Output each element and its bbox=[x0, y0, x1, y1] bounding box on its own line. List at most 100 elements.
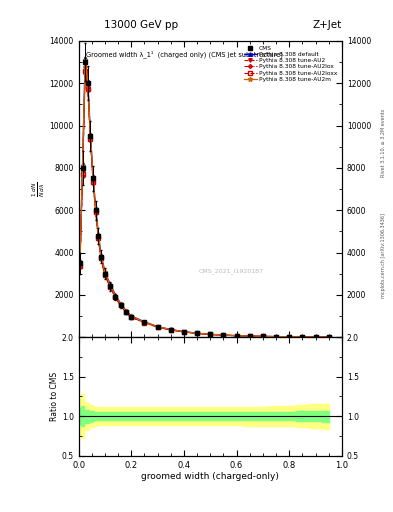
Pythia 8.308 default bbox=[248, 333, 252, 339]
Pythia 8.308 default bbox=[83, 55, 88, 61]
Pythia 8.308 tune-AU2 bbox=[208, 331, 213, 337]
Pythia 8.308 default bbox=[142, 318, 147, 325]
Pythia 8.308 tune-AU2m bbox=[274, 333, 278, 339]
Pythia 8.308 tune-AU2loxx bbox=[142, 319, 147, 326]
Pythia 8.308 default bbox=[221, 332, 226, 338]
Pythia 8.308 tune-AU2loxx bbox=[88, 136, 93, 142]
Pythia 8.308 tune-AU2 bbox=[113, 294, 118, 300]
Pythia 8.308 default bbox=[91, 173, 95, 179]
Pythia 8.308 default bbox=[274, 333, 278, 339]
Pythia 8.308 tune-AU2lox bbox=[96, 236, 101, 242]
Pythia 8.308 default bbox=[124, 307, 129, 313]
Pythia 8.308 tune-AU2m bbox=[91, 175, 95, 181]
Pythia 8.308 tune-AU2lox bbox=[155, 324, 160, 330]
Legend: CMS, Pythia 8.308 default, Pythia 8.308 tune-AU2, Pythia 8.308 tune-AU2lox, Pyth: CMS, Pythia 8.308 default, Pythia 8.308 … bbox=[242, 44, 339, 83]
Pythia 8.308 tune-AU2loxx bbox=[80, 171, 85, 177]
Pythia 8.308 default bbox=[313, 334, 318, 340]
Pythia 8.308 tune-AU2loxx bbox=[77, 263, 82, 269]
Pythia 8.308 tune-AU2lox bbox=[274, 333, 278, 339]
Pythia 8.308 default bbox=[129, 313, 134, 319]
Pythia 8.308 default bbox=[77, 258, 82, 264]
Pythia 8.308 default bbox=[155, 324, 160, 330]
Pythia 8.308 tune-AU2m bbox=[80, 163, 85, 169]
Pythia 8.308 tune-AU2lox bbox=[91, 180, 95, 186]
Pythia 8.308 tune-AU2lox bbox=[85, 87, 90, 93]
Pythia 8.308 tune-AU2 bbox=[83, 66, 88, 72]
Pythia 8.308 tune-AU2 bbox=[261, 333, 265, 339]
Pythia 8.308 tune-AU2 bbox=[77, 262, 82, 268]
Pythia 8.308 tune-AU2lox bbox=[118, 303, 123, 309]
Pythia 8.308 default bbox=[96, 230, 101, 237]
Pythia 8.308 tune-AU2loxx bbox=[182, 329, 186, 335]
Pythia 8.308 tune-AU2 bbox=[103, 272, 107, 278]
Pythia 8.308 tune-AU2 bbox=[108, 284, 112, 290]
Text: 13000 GeV pp: 13000 GeV pp bbox=[105, 20, 178, 30]
Pythia 8.308 tune-AU2lox bbox=[80, 173, 85, 179]
Pythia 8.308 tune-AU2m bbox=[313, 334, 318, 340]
Text: mcplots.cern.ch [arXiv:1306.3436]: mcplots.cern.ch [arXiv:1306.3436] bbox=[381, 214, 386, 298]
Pythia 8.308 tune-AU2m bbox=[96, 231, 101, 238]
Pythia 8.308 default bbox=[208, 331, 213, 337]
Pythia 8.308 tune-AU2 bbox=[85, 84, 90, 91]
Pythia 8.308 tune-AU2m bbox=[195, 330, 200, 336]
Pythia 8.308 tune-AU2m bbox=[326, 334, 331, 340]
Pythia 8.308 tune-AU2m bbox=[155, 324, 160, 330]
Pythia 8.308 tune-AU2 bbox=[118, 303, 123, 309]
Pythia 8.308 tune-AU2m bbox=[208, 331, 213, 337]
Pythia 8.308 tune-AU2m bbox=[103, 269, 107, 275]
Pythia 8.308 default bbox=[168, 326, 173, 332]
Pythia 8.308 tune-AU2m bbox=[113, 292, 118, 298]
Pythia 8.308 tune-AU2m bbox=[129, 313, 134, 319]
Pythia 8.308 tune-AU2loxx bbox=[99, 255, 103, 262]
Pythia 8.308 default bbox=[99, 251, 103, 258]
Pythia 8.308 tune-AU2m bbox=[287, 334, 292, 340]
Pythia 8.308 tune-AU2 bbox=[234, 333, 239, 339]
Line: Pythia 8.308 tune-AU2lox: Pythia 8.308 tune-AU2lox bbox=[79, 71, 330, 338]
Pythia 8.308 tune-AU2loxx bbox=[103, 271, 107, 278]
Pythia 8.308 tune-AU2loxx bbox=[155, 324, 160, 330]
Pythia 8.308 tune-AU2lox bbox=[83, 70, 88, 76]
Pythia 8.308 tune-AU2loxx bbox=[118, 303, 123, 309]
Pythia 8.308 tune-AU2loxx bbox=[326, 334, 331, 340]
Pythia 8.308 tune-AU2 bbox=[80, 169, 85, 175]
Pythia 8.308 tune-AU2 bbox=[142, 319, 147, 326]
Pythia 8.308 tune-AU2lox bbox=[195, 330, 200, 336]
Pythia 8.308 tune-AU2lox bbox=[261, 333, 265, 339]
Pythia 8.308 tune-AU2 bbox=[124, 309, 129, 315]
Pythia 8.308 tune-AU2 bbox=[221, 332, 226, 338]
Pythia 8.308 tune-AU2 bbox=[94, 209, 98, 216]
Pythia 8.308 tune-AU2lox bbox=[300, 334, 305, 340]
Pythia 8.308 default bbox=[108, 281, 112, 287]
Pythia 8.308 tune-AU2loxx bbox=[313, 334, 318, 340]
Line: Pythia 8.308 tune-AU2: Pythia 8.308 tune-AU2 bbox=[78, 67, 331, 339]
Pythia 8.308 default bbox=[103, 268, 107, 274]
Y-axis label: Ratio to CMS: Ratio to CMS bbox=[50, 372, 59, 421]
Pythia 8.308 tune-AU2lox bbox=[94, 210, 98, 217]
Pythia 8.308 tune-AU2lox bbox=[88, 137, 93, 143]
Pythia 8.308 tune-AU2lox bbox=[287, 334, 292, 340]
Pythia 8.308 default bbox=[326, 334, 331, 340]
Pythia 8.308 tune-AU2lox bbox=[168, 327, 173, 333]
Pythia 8.308 tune-AU2lox bbox=[221, 332, 226, 338]
Pythia 8.308 tune-AU2m bbox=[124, 308, 129, 314]
Pythia 8.308 tune-AU2lox bbox=[124, 309, 129, 315]
Pythia 8.308 tune-AU2loxx bbox=[248, 333, 252, 339]
Pythia 8.308 tune-AU2loxx bbox=[208, 331, 213, 337]
Pythia 8.308 tune-AU2loxx bbox=[94, 209, 98, 216]
Pythia 8.308 tune-AU2lox bbox=[313, 334, 318, 340]
X-axis label: groomed width (charged-only): groomed width (charged-only) bbox=[141, 472, 279, 481]
Pythia 8.308 tune-AU2loxx bbox=[85, 86, 90, 92]
Pythia 8.308 tune-AU2loxx bbox=[195, 330, 200, 336]
Pythia 8.308 tune-AU2 bbox=[195, 330, 200, 336]
Pythia 8.308 tune-AU2loxx bbox=[129, 314, 134, 321]
Pythia 8.308 tune-AU2lox bbox=[113, 294, 118, 301]
Pythia 8.308 tune-AU2 bbox=[313, 334, 318, 340]
Pythia 8.308 tune-AU2m bbox=[221, 332, 226, 338]
Pythia 8.308 tune-AU2 bbox=[287, 334, 292, 340]
Pythia 8.308 tune-AU2lox bbox=[103, 272, 107, 278]
Pythia 8.308 tune-AU2 bbox=[88, 135, 93, 141]
Pythia 8.308 tune-AU2m bbox=[94, 206, 98, 212]
Text: Z+Jet: Z+Jet bbox=[313, 20, 342, 30]
Pythia 8.308 tune-AU2 bbox=[326, 334, 331, 340]
Pythia 8.308 tune-AU2loxx bbox=[221, 332, 226, 338]
